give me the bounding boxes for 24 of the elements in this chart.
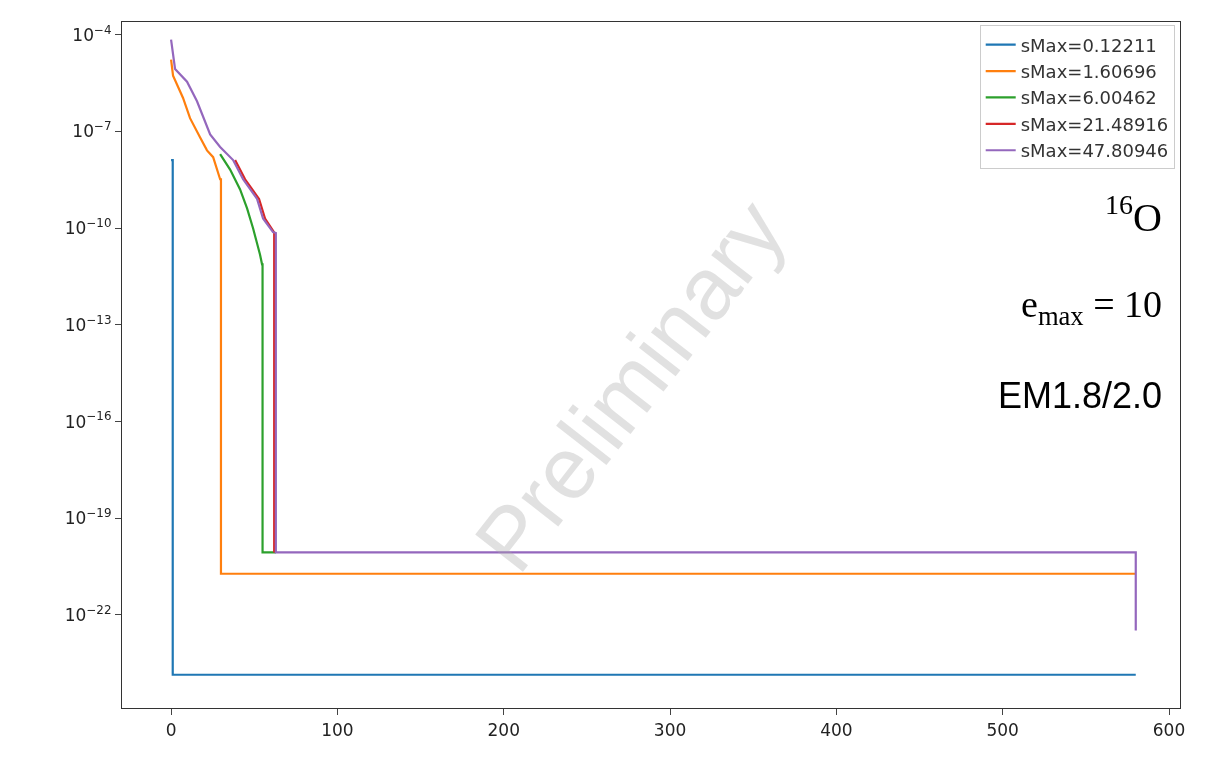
legend-label: sMax=0.12211 xyxy=(1020,34,1157,56)
legend-label: sMax=6.00462 xyxy=(1020,87,1157,109)
y-tick-label: 10$^{−16}$ xyxy=(64,409,112,432)
y-tick-label: 10$^{−19}$ xyxy=(64,506,112,529)
annotation: e$_{max}$ = 10 xyxy=(1021,283,1163,331)
annotation: $^{16}$O xyxy=(1105,189,1162,240)
x-tick-label: 400 xyxy=(820,719,853,740)
annotation: EM1.8/2.0 xyxy=(998,375,1163,416)
x-tick-label: 100 xyxy=(321,719,354,740)
line-series xyxy=(219,152,277,554)
x-tick-label: 200 xyxy=(487,719,520,740)
y-tick-label: 10$^{−10}$ xyxy=(64,216,112,239)
line-series xyxy=(234,158,276,554)
y-tick-label: 10$^{−7}$ xyxy=(72,119,112,142)
x-tick-label: 0 xyxy=(165,719,177,740)
legend-label: sMax=1.60696 xyxy=(1020,61,1157,83)
x-tick-label: 300 xyxy=(653,719,687,740)
y-tick-label: 10$^{−4}$ xyxy=(72,22,112,45)
x-tick-label: 500 xyxy=(986,719,1019,740)
x-tick-label: 600 xyxy=(1152,719,1186,740)
y-tick-label: 10$^{−22}$ xyxy=(64,602,112,625)
y-tick-label: 10$^{−13}$ xyxy=(64,312,112,335)
legend-label: sMax=47.80946 xyxy=(1020,140,1169,162)
legend-label: sMax=21.48916 xyxy=(1020,113,1169,135)
